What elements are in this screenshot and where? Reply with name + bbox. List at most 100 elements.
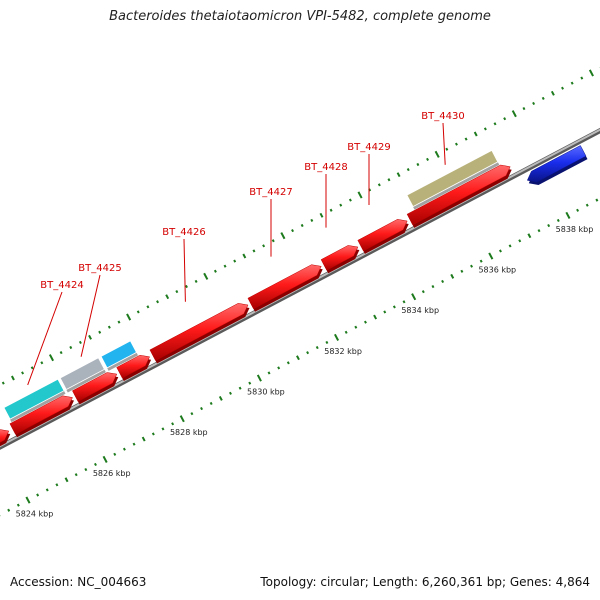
lower-tick (141, 436, 146, 442)
scale-label: 5828 kbp (170, 428, 208, 437)
gene-arrow-body (247, 264, 322, 310)
lower-tick (344, 330, 348, 334)
upper-tick (445, 147, 449, 151)
upper-tick (175, 290, 179, 294)
upper-tick (242, 253, 247, 259)
lower-tick (248, 381, 252, 385)
lower-tick (229, 391, 232, 395)
upper-tick (233, 259, 237, 263)
upper-tick (339, 203, 343, 207)
lower-tick (537, 229, 541, 233)
feature-track (3, 149, 500, 423)
upper-tick (416, 162, 420, 167)
upper-tick (69, 345, 73, 350)
gene-arrow (149, 303, 250, 364)
lower-tick (209, 401, 213, 406)
gene-arrow-body (72, 372, 118, 402)
upper-tick (156, 300, 160, 304)
scale-label: 5824 kbp (16, 510, 54, 519)
upper-tick (146, 305, 150, 309)
lower-tick (267, 371, 271, 375)
gene-arrow-body (149, 303, 249, 361)
lower-tick (25, 496, 31, 504)
scale-label: 5836 kbp (478, 265, 516, 274)
backbone-line (0, 127, 600, 450)
lower-tick (256, 374, 262, 382)
lower-tick (151, 432, 155, 436)
accession-text: Accession: NC_004663 (10, 575, 147, 589)
lower-tick (94, 462, 97, 467)
upper-tick (532, 101, 536, 106)
lower-tick (200, 406, 204, 411)
lower-tick (171, 422, 175, 426)
lower-tick (315, 345, 319, 350)
backbone-track (0, 127, 600, 450)
gene-track (0, 145, 588, 447)
lower-tick (102, 455, 108, 463)
gene-arrow (9, 395, 74, 438)
upper-tick (464, 137, 468, 141)
lower-tick (479, 259, 483, 263)
upper-tick (10, 375, 15, 381)
gene-arrow (116, 354, 152, 381)
scale-label-layer: 5824 kbp 5826 kbp 5828 kbp 5830 kbp 5832 kbp… (16, 225, 594, 519)
gene-label: BT_4430 (421, 111, 464, 122)
upper-tick (271, 239, 275, 243)
lower-tick (402, 300, 406, 304)
upper-tick (252, 249, 256, 253)
scale-label: 5834 kbp (401, 306, 439, 315)
gene-arrow (72, 372, 119, 405)
feature-bar-body (406, 149, 499, 208)
lower-tick (74, 473, 78, 477)
upper-tick (493, 122, 497, 126)
upper-tick (434, 150, 440, 158)
upper-tick (98, 330, 102, 334)
gene-label: BT_4425 (78, 263, 121, 274)
lower-tick (373, 314, 378, 320)
scale-label: 5838 kbp (556, 225, 594, 234)
genome-title: Bacteroides thetaiotaomicron VPI-5482, c… (109, 9, 491, 24)
upper-tick (262, 244, 266, 248)
upper-tick (570, 81, 574, 85)
upper-tick (426, 157, 429, 161)
upper-tick (483, 127, 487, 131)
lower-tick (556, 218, 560, 223)
lower-tick (286, 361, 290, 365)
upper-tick (280, 232, 286, 240)
upper-tick (107, 325, 111, 329)
lower-tick (161, 427, 165, 431)
lower-tick (296, 355, 300, 361)
gene-arrow (357, 219, 409, 254)
upper-tick (59, 351, 63, 355)
gene-label: BT_4428 (304, 162, 347, 173)
feature-bar-body (100, 340, 138, 369)
gene-arrow-body (406, 164, 511, 226)
upper-tick (406, 168, 410, 172)
upper-tick (117, 320, 121, 324)
lower-tick (363, 320, 367, 324)
gene-label-leader (442, 122, 446, 165)
lower-tick-track (0, 198, 599, 517)
gene-arrow-body (526, 145, 587, 183)
feature-bar-body (3, 378, 65, 420)
lower-tick (421, 290, 425, 294)
gene-label-leader (27, 291, 63, 386)
lower-tick (392, 305, 396, 309)
gene-arrow (406, 164, 512, 228)
gene-arrow-body (0, 429, 10, 443)
upper-tick (194, 279, 198, 283)
lower-tick (565, 211, 571, 219)
lower-tick (527, 233, 532, 239)
feature-bar-body (59, 357, 105, 391)
upper-tick (48, 354, 55, 362)
upper-tick (21, 371, 25, 375)
upper-tick (185, 284, 188, 289)
upper-tick (541, 96, 545, 100)
upper-tick (291, 229, 295, 233)
lower-tick (595, 198, 599, 202)
lower-tick (64, 477, 69, 483)
lower-tick (238, 386, 242, 390)
lower-tick (45, 488, 49, 492)
lower-tick (55, 483, 59, 487)
